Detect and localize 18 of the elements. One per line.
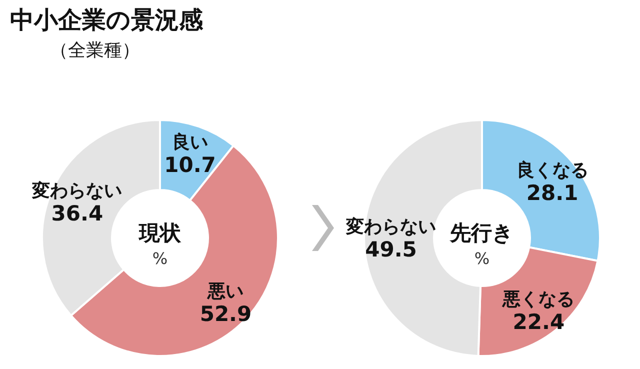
slice-label: 変わらない xyxy=(31,180,122,202)
text: 先行き xyxy=(449,221,514,245)
data-label: 22.4 xyxy=(512,310,565,334)
data-label: 28.1 xyxy=(526,181,578,206)
data-label: 10.7 xyxy=(164,153,216,178)
slice-label: 良い xyxy=(172,132,208,154)
data-label: 49.5 xyxy=(365,238,417,262)
slice-label: 良くなる xyxy=(516,160,588,182)
chart-subtitle: （全業種） xyxy=(50,40,140,61)
slice-label: 悪くなる xyxy=(502,289,575,310)
chart-title: 中小企業の景況感 xyxy=(10,6,204,34)
text: % xyxy=(152,249,168,268)
slice-label: 悪い xyxy=(206,280,244,302)
text: % xyxy=(474,249,490,268)
data-label: 36.4 xyxy=(51,201,104,226)
text: 現状 xyxy=(138,221,182,245)
data-label: 52.9 xyxy=(200,302,252,326)
slice-label: 変わらない xyxy=(345,216,436,238)
